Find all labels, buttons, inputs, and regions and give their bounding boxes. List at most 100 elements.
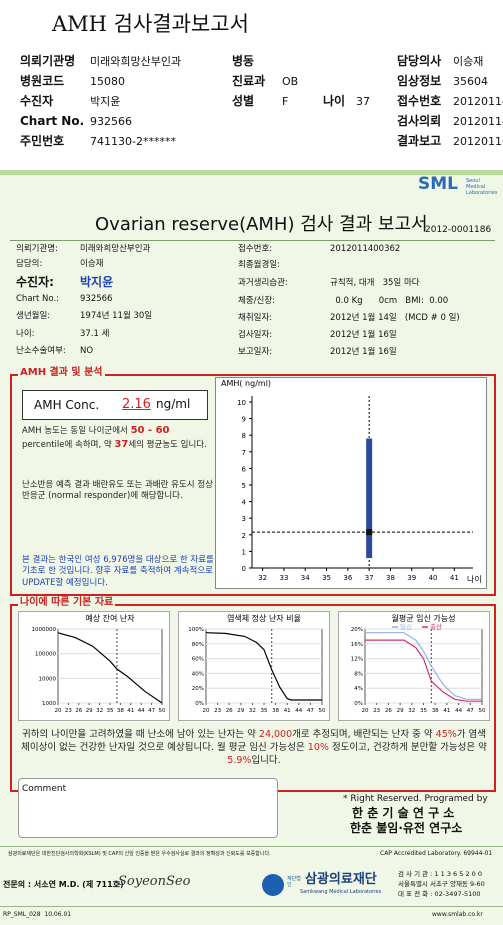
text-segment: 세의 평균농도 입니다. [128,439,207,450]
patient-label: 보고일자: [238,347,273,357]
rule [0,846,503,847]
x-tick-label: 47 [148,708,155,714]
chart-frame [215,377,487,589]
x-tick-label: 29 [86,708,93,714]
credit: 한춘 불임·유전 연구소 [350,821,463,835]
address: 대 표 전 화 : 02-3497-5100 [398,890,481,898]
field-value: 35604 [453,75,488,88]
conc-value: 2.16 [122,397,151,412]
y-tick-label: 3 [242,515,246,523]
patient-label: 과거생리습관: [238,278,288,288]
y-tick-label: 0 [242,565,246,573]
x-tick-label: 50 [319,708,326,714]
x-tick-label: 41 [127,708,134,714]
x-tick-label: 20 [362,708,369,714]
basic-title: 나이에 따른 기본 자료 [18,597,116,609]
patient-label: 생년월일: [16,311,51,321]
field-value: 20120114 [453,115,503,128]
y-tick-label: 8% [354,671,363,677]
x-axis-label: 나이 [467,574,482,584]
panel [178,611,330,721]
mini-title: 예상 잔여 난자 [85,613,135,623]
patient-label: 수진자: [16,275,54,289]
field-label: 성별 [232,94,255,108]
patient-label: 채취일자: [238,313,273,323]
x-tick-label: 29 [237,708,244,714]
conc-box [22,390,208,420]
x-tick-label: 44 [455,708,462,714]
patient-value: 37.1 세 [80,329,110,339]
org-icon [262,874,284,896]
field-value: 20120116 [453,135,503,148]
x-tick-label: 32 [408,708,415,714]
patient-label: 접수번호: [238,244,273,254]
x-tick-label: 33 [279,574,288,582]
legend-label: 출산 [430,622,442,631]
x-tick-label: 36 [343,574,352,582]
x-tick-label: 38 [386,574,395,582]
patient-label: 난소수술여부: [16,346,66,356]
text-segment: AMH 농도는 동일 나이군에서 [22,426,131,436]
text-segment: 37 [114,438,129,450]
legend-label: 임신 [400,622,412,631]
x-tick-label: 39 [407,574,416,582]
field-value: 박지윤 [90,95,121,108]
field-label: Chart No. [20,114,85,128]
field-label: 병원코드 [20,74,65,88]
field-value: 37 [356,95,370,108]
y-tick-label: 4 [242,499,247,507]
x-tick-label: 29 [397,708,404,714]
x-tick-label: 38 [272,708,279,714]
field-value: OB [282,75,299,88]
rule [0,906,503,907]
patient-value: 2012년 1월 16일 [330,330,397,340]
field-value: 741130-2****** [90,135,176,148]
series-line [365,632,482,700]
text-segment: 50 - 60 [130,425,170,436]
patient-label: 최종월경일: [238,260,280,270]
series-line [205,632,322,701]
org-name-en: Samkwang Medical Laboratories [300,889,382,895]
note-text: 본 결과는 한국인 여성 6,976명을 대상으로 한 자료를 기초로 한 것입… [22,555,214,588]
rule [10,240,495,241]
y-tick-label: 16% [351,642,363,648]
x-tick-label: 50 [479,708,486,714]
y-tick-label: 2 [242,532,246,540]
text-segment: 입니다. [251,754,281,766]
y-tick-label: 0% [195,701,204,707]
x-tick-label: 23 [373,708,380,714]
y-tick-label: 10 [237,399,246,407]
text-segment: 45% [435,729,457,740]
patient-value: 2012011400362 [330,244,401,254]
x-tick-label: 44 [138,708,145,714]
y-tick-label: 20% [192,686,204,692]
x-tick-label: 26 [226,708,233,714]
field-label: 진료과 [232,74,266,88]
panel [18,611,170,721]
x-tick-label: 38 [432,708,439,714]
field-label: 접수번호 [397,94,442,108]
analysis-title: AMH 결과 및 분석 [18,367,105,379]
signature: SoyeonSeo [118,874,191,889]
y-tick-label: 60% [192,657,204,663]
field-value: 이승재 [453,55,484,68]
field-label: 병동 [232,54,255,68]
credit: 한 춘 기 술 연 구 소 [352,806,455,820]
website: www.smlab.co.kr [432,911,483,918]
conc-label: AMH Conc. [34,398,100,412]
mini-title: 염색체 정상 난자 비율 [227,613,301,623]
x-tick-label: 37 [365,574,374,582]
y-tick-label: 4% [354,686,363,692]
address: 서울특별시 서초구 양재동 9-60 [398,880,485,888]
text-segment: 귀하의 나이만을 고려하였을 때 난소에 남아 있는 난자는 약 [21,729,259,740]
y-tick-label: 40% [192,671,204,677]
x-tick-label: 32 [258,574,267,582]
y-tick-label: 10000 [39,676,57,682]
patient-value: 박지윤 [80,275,114,289]
x-tick-label: 35 [420,708,427,714]
y-tick-label: 6 [242,465,247,473]
text-segment: 가 염색체이상이 없는 건강한 난자일 것으로 예상됩니다. 월 평균 임신 가… [21,729,487,753]
patient-label: 나이: [16,329,35,339]
